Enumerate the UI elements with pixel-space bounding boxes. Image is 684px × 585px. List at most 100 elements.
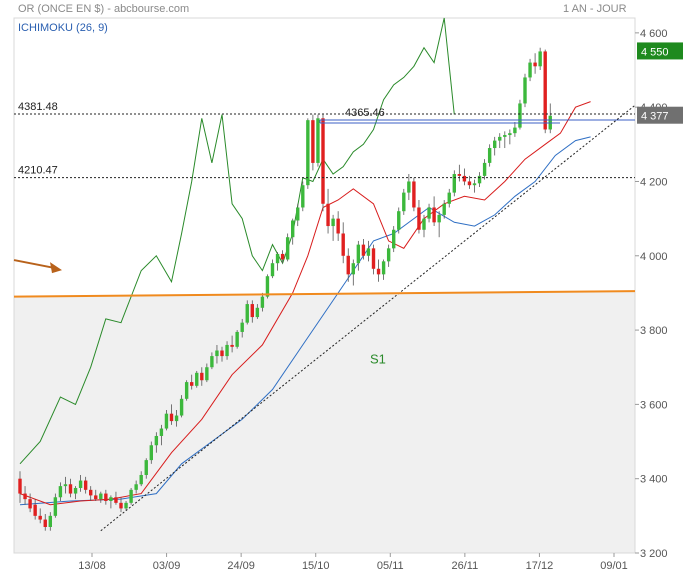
- candle: [427, 203, 431, 223]
- x-tick-label: 05/11: [377, 560, 404, 572]
- price-badge: 4 550: [637, 42, 683, 60]
- candle: [518, 99, 522, 130]
- candle: [134, 480, 138, 494]
- level-label: 4210.47: [18, 165, 58, 177]
- candle-body: [245, 304, 249, 323]
- candle-body: [230, 344, 234, 347]
- candle-body: [376, 268, 381, 275]
- candle-body: [58, 486, 63, 498]
- candle: [548, 103, 552, 134]
- candle: [225, 341, 229, 360]
- candle: [235, 330, 239, 349]
- candle: [184, 380, 189, 401]
- candle: [356, 240, 361, 271]
- arrow-shaft: [13, 259, 56, 270]
- candle: [94, 489, 98, 501]
- candle: [533, 53, 537, 74]
- x-tick-label: 03/09: [153, 560, 181, 572]
- candle-body: [462, 175, 467, 182]
- candle-body: [356, 244, 361, 264]
- candle-body: [164, 413, 169, 429]
- candle: [63, 476, 68, 494]
- indicator-label[interactable]: ICHIMOKU (26, 9): [18, 22, 108, 34]
- candle-body: [38, 515, 42, 520]
- candle: [432, 196, 436, 227]
- candle: [270, 259, 275, 279]
- candle-body: [291, 220, 295, 238]
- candle-body: [346, 255, 350, 275]
- candle: [311, 114, 315, 171]
- candle-body: [341, 233, 345, 256]
- support-label: S1: [370, 352, 386, 367]
- candle-body: [311, 120, 315, 163]
- candle-body: [336, 218, 340, 234]
- candle: [154, 432, 159, 453]
- price-badge: 4 377: [637, 106, 683, 124]
- candle: [498, 133, 502, 149]
- chart-period[interactable]: 1 AN - JOUR: [563, 3, 627, 15]
- support-zone: [14, 291, 635, 553]
- candle: [513, 122, 517, 137]
- candle: [245, 300, 249, 325]
- candle-body: [518, 103, 522, 128]
- candle: [361, 239, 366, 260]
- candle: [523, 73, 527, 108]
- candle: [462, 168, 467, 186]
- candle-body: [397, 211, 401, 230]
- candle-body: [215, 350, 219, 357]
- candle: [493, 136, 497, 156]
- candle: [119, 497, 123, 513]
- candle: [280, 250, 285, 264]
- candle: [255, 304, 260, 319]
- candle-body: [53, 497, 58, 516]
- candle: [472, 179, 477, 193]
- candle-body: [361, 244, 366, 256]
- candle: [28, 493, 32, 513]
- candle-body: [452, 174, 456, 193]
- candle-body: [432, 207, 436, 223]
- candle: [422, 214, 426, 238]
- candle: [275, 252, 280, 271]
- candle: [43, 513, 47, 531]
- x-tick-label: 15/10: [302, 560, 330, 572]
- candle-body: [321, 118, 325, 204]
- candle: [73, 486, 78, 500]
- candle: [38, 508, 42, 524]
- candle-body: [493, 140, 497, 149]
- plot-frame: [13, 17, 636, 554]
- candle-body: [326, 203, 330, 227]
- candle: [346, 248, 350, 282]
- candle: [442, 200, 446, 219]
- candle-body: [487, 148, 492, 163]
- candle-body: [144, 460, 148, 475]
- y-tick-label: 4 600: [640, 28, 668, 40]
- candle-body: [124, 502, 128, 509]
- candle: [18, 471, 22, 503]
- candle-body: [301, 185, 305, 208]
- candle: [538, 47, 542, 71]
- candle-body: [250, 304, 254, 318]
- candle: [321, 114, 325, 212]
- candle-body: [533, 62, 537, 67]
- candle-body: [270, 263, 275, 277]
- candle-body: [296, 207, 300, 221]
- candle: [250, 300, 254, 323]
- y-tick-label: 3 600: [640, 399, 668, 411]
- candle: [326, 188, 330, 234]
- candle-body: [179, 398, 184, 416]
- y-tick-label: 3 400: [640, 474, 668, 486]
- candle: [129, 487, 133, 505]
- candle-body: [28, 499, 32, 509]
- candle-body: [331, 218, 335, 227]
- candle-body: [63, 484, 68, 487]
- candle-body: [200, 372, 204, 381]
- candle: [220, 346, 224, 362]
- candle-body: [240, 322, 244, 332]
- candle-body: [285, 237, 290, 260]
- candle-body: [457, 174, 462, 176]
- candle-body: [68, 484, 73, 494]
- price-badge-bg: [637, 106, 683, 124]
- candle-body: [169, 413, 174, 422]
- candle: [230, 335, 234, 353]
- candle: [48, 512, 52, 531]
